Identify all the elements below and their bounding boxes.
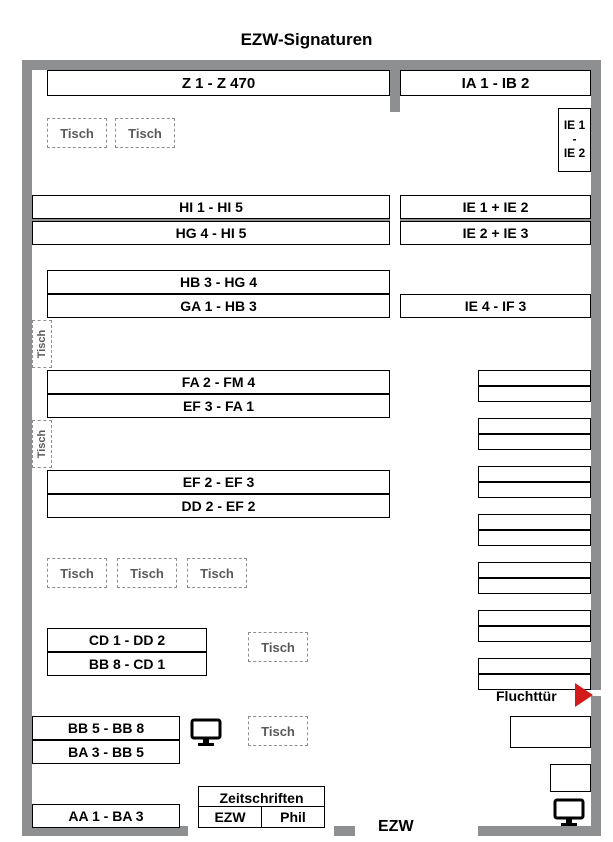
zeitschriften-box: ZeitschriftenEZWPhil (198, 786, 325, 828)
shelf-ie2pie3: IE 2 + IE 3 (400, 221, 591, 245)
blank-shelf-12 (478, 658, 591, 674)
blank-shelf-9 (478, 578, 591, 594)
floorplan-canvas: EZW-Signaturen Z 1 - Z 470 IA 1 - IB 2 IE 1… (0, 0, 613, 842)
wall-right-upper (591, 60, 601, 690)
blank-shelf-0 (478, 370, 591, 386)
page-title: EZW-Signaturen (0, 30, 613, 50)
shelf-ie4if3: IE 4 - IF 3 (400, 294, 591, 318)
fluchttur-arrow-icon (575, 683, 593, 707)
zeitschriften-phil: Phil (262, 807, 324, 827)
label-ezw: EZW (378, 818, 414, 836)
shelf-dd2ef2: DD 2 - EF 2 (47, 494, 390, 518)
tisch-5: Tisch (248, 632, 308, 662)
wall-left (22, 60, 32, 836)
shelf-ie1pie2: IE 1 + IE 2 (400, 195, 591, 219)
shelf-ga1hb3: GA 1 - HB 3 (47, 294, 390, 318)
shelf-ef2ef3: EF 2 - EF 3 (47, 470, 390, 494)
tisch-6: Tisch (248, 716, 308, 746)
zeitschriften-ezw: EZW (199, 807, 262, 827)
shelf-bb5bb8: BB 5 - BB 8 (32, 716, 180, 740)
shelf-ef3fa1: EF 3 - FA 1 (47, 394, 390, 418)
blank-shelf-3 (478, 434, 591, 450)
blank-shelf-10 (478, 610, 591, 626)
tisch-4: Tisch (187, 558, 247, 588)
tisch-2: Tisch (47, 558, 107, 588)
tisch-0: Tisch (47, 118, 107, 148)
tisch-1: Tisch (115, 118, 175, 148)
shelf-aa1ba3: AA 1 - BA 3 (32, 804, 180, 828)
shelf-hi1hi5: HI 1 - HI 5 (32, 195, 390, 219)
shelf-ia1ib2: IA 1 - IB 2 (400, 70, 591, 96)
blank-shelf-11 (478, 626, 591, 642)
wall-bottom-1 (334, 826, 355, 836)
shelf-bb8cd1: BB 8 - CD 1 (47, 652, 207, 676)
blank-shelf-2 (478, 418, 591, 434)
wall-inner-0 (390, 70, 400, 112)
zeitschriften-title: Zeitschriften (199, 787, 324, 806)
monitor-icon-1 (553, 796, 585, 833)
blank-shelf-1 (478, 386, 591, 402)
blank-shelf-14 (510, 716, 591, 748)
monitor-icon-0 (190, 716, 222, 753)
shelf-hb3hg4: HB 3 - HG 4 (47, 270, 390, 294)
shelf-fa2fm4: FA 2 - FM 4 (47, 370, 390, 394)
shelf-ie1ie2v: IE 1-IE 2 (558, 108, 591, 172)
blank-shelf-15 (550, 764, 591, 792)
label-fluchttur: Fluchttür (496, 688, 557, 704)
wall-right-lower (591, 696, 601, 836)
wall-top (22, 60, 601, 70)
shelf-cd1dd2: CD 1 - DD 2 (47, 628, 207, 652)
blank-shelf-4 (478, 466, 591, 482)
blank-shelf-8 (478, 562, 591, 578)
blank-shelf-7 (478, 530, 591, 546)
shelf-z1z470: Z 1 - Z 470 (47, 70, 390, 96)
vtisch-0: Tisch (32, 320, 52, 368)
tisch-3: Tisch (117, 558, 177, 588)
shelf-hg4hi5: HG 4 - HI 5 (32, 221, 390, 245)
shelf-ba3bb5: BA 3 - BB 5 (32, 740, 180, 764)
blank-shelf-5 (478, 482, 591, 498)
blank-shelf-6 (478, 514, 591, 530)
vtisch-1: Tisch (32, 420, 52, 468)
